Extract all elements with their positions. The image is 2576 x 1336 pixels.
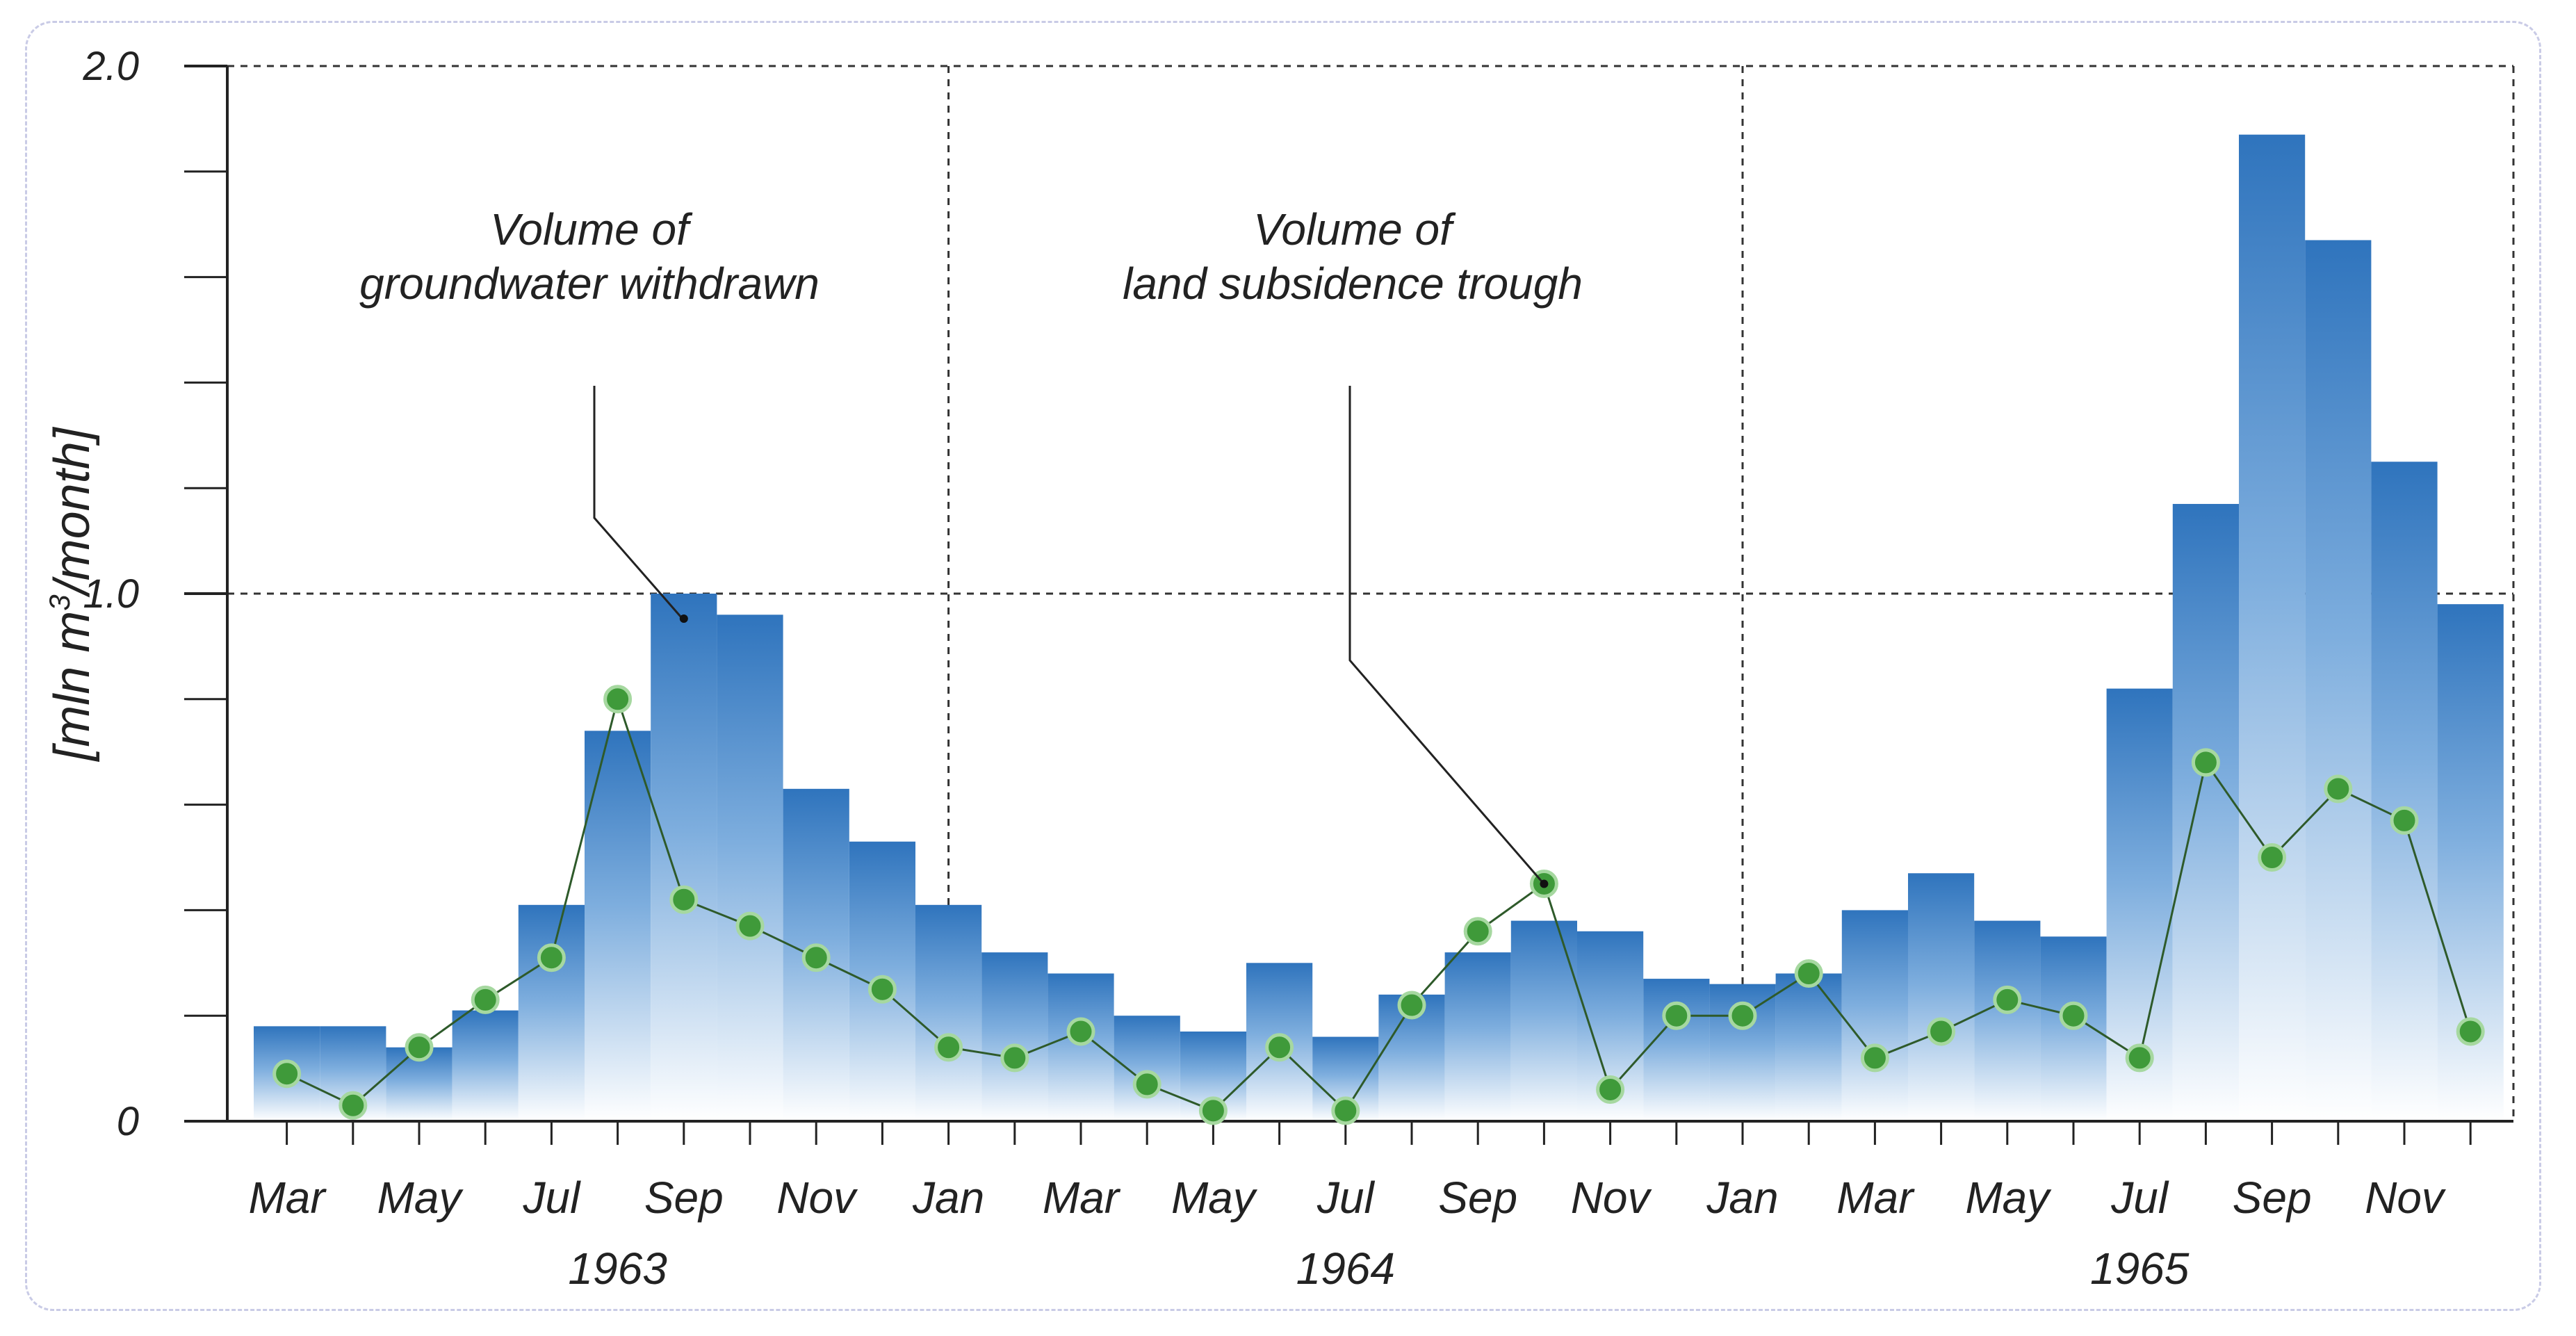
y-tick-label: 1.0 (83, 571, 139, 617)
line-point (537, 943, 566, 972)
year-label: 1964 (1296, 1244, 1395, 1294)
x-tick-label: Mar (248, 1173, 327, 1223)
annotation-text: Volume of (490, 204, 693, 254)
x-tick-label: May (377, 1173, 464, 1223)
line-point (2390, 806, 2419, 835)
line-point (272, 1059, 302, 1089)
x-tick-label: Nov (2365, 1173, 2447, 1223)
line-point (339, 1091, 368, 1120)
line-point (1198, 1096, 1228, 1125)
bar (1114, 1016, 1180, 1121)
line-point (1662, 1001, 1691, 1030)
x-tick-label: Jul (2110, 1173, 2169, 1223)
bar (915, 904, 982, 1121)
line-point (2324, 774, 2353, 804)
x-tick-label: Jan (1706, 1173, 1778, 1223)
x-tick-label: Sep (2233, 1173, 2312, 1223)
bar (1841, 910, 1908, 1121)
annotation-text: land subsidence trough (1123, 259, 1583, 309)
bar (717, 614, 783, 1121)
y-tick-label: 0 (117, 1099, 139, 1144)
line-point (2059, 1001, 2088, 1030)
bar (1974, 920, 2041, 1121)
line-point (867, 975, 897, 1004)
y-axis-label-main: [mln m (44, 611, 100, 763)
bar (1444, 952, 1511, 1121)
bar (651, 594, 717, 1121)
x-tick-label: Mar (1043, 1173, 1121, 1223)
line-point (1927, 1017, 1956, 1046)
x-tick-label: Mar (1836, 1173, 1915, 1223)
y-axis-label-superscript: 3 (43, 594, 76, 610)
chart-frame (25, 21, 2541, 1311)
bar (1047, 973, 1114, 1121)
line-point (1132, 1070, 1161, 1099)
line-point (1794, 959, 1823, 988)
line-series-path (286, 695, 2472, 1113)
x-tick-label: Sep (1438, 1173, 1517, 1223)
line-point (1860, 1043, 1889, 1073)
annotation-dot (679, 614, 688, 623)
bar (1510, 920, 1577, 1121)
bar (1775, 973, 1842, 1121)
line-point (1000, 1043, 1029, 1073)
x-tick-label: Nov (776, 1173, 858, 1223)
bar (2172, 503, 2239, 1121)
line-point (2125, 1043, 2154, 1073)
line-point (1331, 1096, 1360, 1125)
bar (1643, 979, 1710, 1121)
line-point (2258, 843, 2287, 872)
x-tick-label: Jul (522, 1173, 581, 1223)
line-series (272, 685, 2485, 1125)
line-point (471, 985, 500, 1014)
annotation-text: groundwater withdrawn (359, 259, 820, 309)
line-point (1596, 1075, 1625, 1104)
x-tick-label: Jan (912, 1173, 984, 1223)
line-point (1728, 1001, 1757, 1030)
line-point (2456, 1017, 2485, 1046)
line-point (1397, 991, 1426, 1020)
bar (981, 952, 1048, 1121)
line-point (405, 1033, 434, 1062)
y-axis-label-unit: /month] (44, 426, 100, 598)
line-point (934, 1033, 963, 1062)
axis-labels: 0 1.0 2.0 Mar May Jul Sep Nov Jan Mar May Jul Sep Nov… (43, 44, 2447, 1294)
line-point (1993, 985, 2022, 1014)
bar (585, 731, 651, 1121)
line-point (1265, 1033, 1294, 1062)
x-tick-label: Nov (1571, 1173, 1653, 1223)
annotation-leader (1348, 386, 1545, 885)
bar (452, 1010, 519, 1121)
bar (2305, 240, 2372, 1122)
year-label: 1963 (568, 1244, 667, 1294)
line-point (1463, 917, 1492, 946)
x-tick-label: May (1965, 1173, 2052, 1223)
x-tick-label: Sep (644, 1173, 724, 1223)
annotation-dot (1540, 879, 1549, 888)
line-point (603, 685, 633, 714)
x-tick-label: Jul (1316, 1173, 1376, 1223)
line-point (801, 943, 831, 972)
line-point (1066, 1017, 1095, 1046)
line-point (669, 885, 699, 914)
annotation-leader (593, 386, 685, 620)
y-axis-label: [mln m3/month] (43, 426, 100, 762)
bar (518, 904, 585, 1121)
bar (2371, 462, 2438, 1121)
bar (1908, 873, 1975, 1121)
line-point (735, 911, 765, 940)
y-tick-label: 2.0 (82, 44, 139, 89)
year-label: 1965 (2090, 1244, 2190, 1294)
bar-series (254, 134, 2504, 1122)
grid (227, 65, 2515, 1121)
line-point (2191, 748, 2220, 777)
bar (2239, 134, 2306, 1121)
annotation-text: Volume of (1253, 204, 1456, 254)
x-tick-label: May (1171, 1173, 1258, 1223)
